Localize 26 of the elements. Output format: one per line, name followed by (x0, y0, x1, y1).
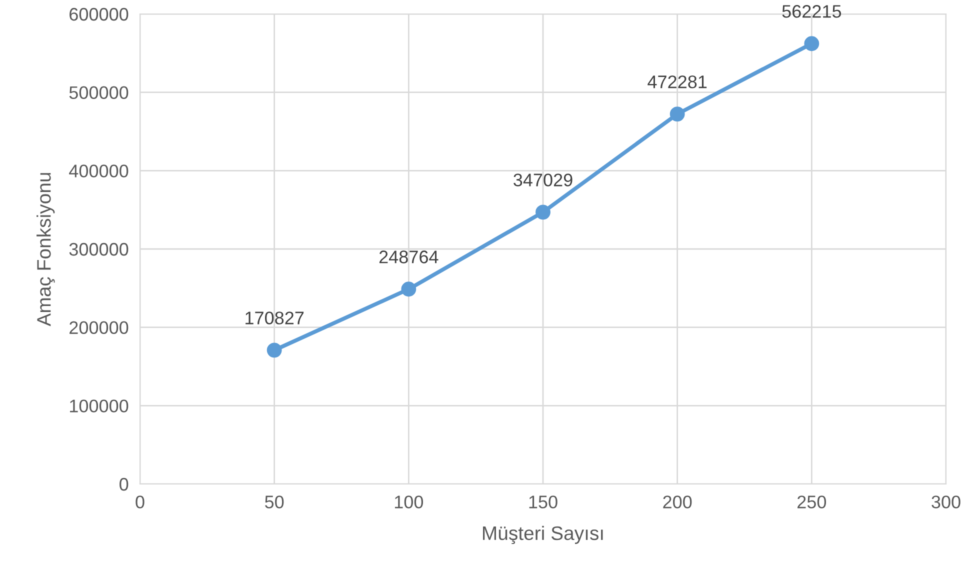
x-tick-label: 100 (394, 496, 424, 508)
data-label: 472281 (648, 75, 707, 88)
y-tick-label: 300000 (69, 242, 128, 256)
y-tick-label: 100000 (70, 400, 128, 412)
x-tick-label: 250 (798, 496, 826, 508)
y-axis-title: Amaç Fonksiyonu (36, 173, 55, 326)
point (266, 342, 282, 358)
x-tick-label: 50 (265, 496, 284, 508)
y-tick-label: 600000 (70, 8, 128, 21)
point (401, 282, 416, 297)
data-label: 562215 (782, 5, 842, 18)
y-tick-label: 200000 (70, 321, 128, 334)
y-tick-label: 400000 (69, 164, 128, 178)
x-tick-label: 300 (932, 496, 960, 508)
x-axis-title: Müşteri Sayısı (483, 526, 603, 544)
point (804, 36, 820, 52)
point (670, 106, 685, 122)
y-tick-label: 500000 (69, 86, 128, 100)
data-label: 170827 (246, 312, 304, 324)
y-tick-label: 0 (120, 478, 128, 491)
x-tick-label: 200 (663, 496, 692, 508)
data-label: 248764 (379, 250, 438, 264)
x-tick-label: 150 (529, 496, 558, 508)
data-label: 347029 (514, 174, 572, 186)
point (536, 204, 550, 220)
x-tick-label: 0 (136, 496, 144, 508)
